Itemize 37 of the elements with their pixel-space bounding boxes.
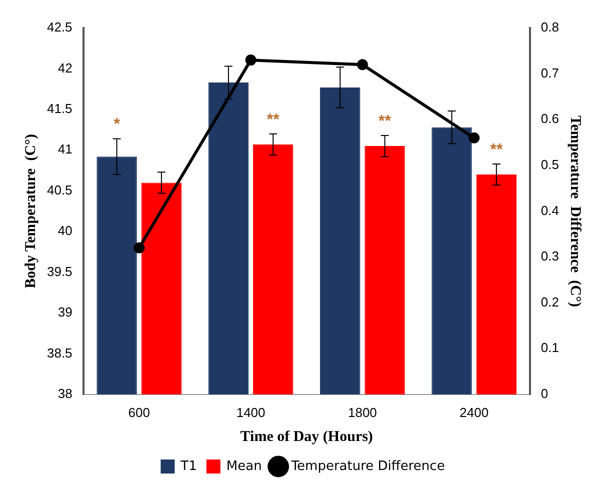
y-axis-title: Body Temperature (C°) — [22, 134, 39, 288]
y-tick-label: 38.5 — [46, 345, 72, 360]
y-tick-label: 40.5 — [46, 182, 72, 198]
point — [468, 132, 480, 144]
y2-tick-label: 0 — [540, 386, 548, 401]
y-tick-label: 42.5 — [46, 20, 72, 35]
x-axis-title: Time of Day (Hours) — [240, 428, 373, 445]
annotation: * — [114, 116, 121, 134]
x-tick-label: 2400 — [460, 404, 489, 420]
y-tick-label: 40 — [58, 223, 72, 238]
annotation: ** — [378, 112, 392, 130]
annotation: ** — [490, 141, 504, 158]
y2-tick-label: 0.8 — [540, 20, 560, 35]
y2-tick-label: 0.3 — [540, 248, 560, 264]
x-tick-label: 600 — [128, 404, 150, 420]
y2-tick-label: 0.7 — [540, 65, 560, 80]
y2-tick-label: 0.6 — [540, 111, 560, 126]
point — [134, 242, 145, 254]
point — [356, 59, 368, 70]
y2-tick-label: 0.2 — [540, 294, 560, 310]
y2-tick-label: 0.1 — [540, 340, 560, 356]
annotation: ** — [266, 111, 280, 128]
x-tick-label: 1800 — [348, 404, 377, 420]
y2-tick-label: 0.5 — [540, 156, 560, 172]
y-tick-label: 41 — [58, 142, 72, 157]
y-tick-label: 39.5 — [46, 264, 72, 279]
legend-label: Mean — [226, 458, 262, 474]
point — [245, 54, 256, 66]
legend-label: Temperature Difference — [290, 458, 445, 474]
x-tick-label: 1400 — [236, 404, 266, 420]
y-tick-label: 42 — [58, 60, 72, 76]
legend-label: T1 — [180, 458, 197, 474]
y2-tick-label: 0.4 — [540, 202, 560, 218]
y-tick-label: 39 — [58, 304, 72, 320]
y-tick-label: 38 — [58, 386, 72, 401]
y2-axis-title: Temperature Difference (C°) — [567, 115, 584, 307]
y-tick-label: 41.5 — [46, 101, 72, 116]
